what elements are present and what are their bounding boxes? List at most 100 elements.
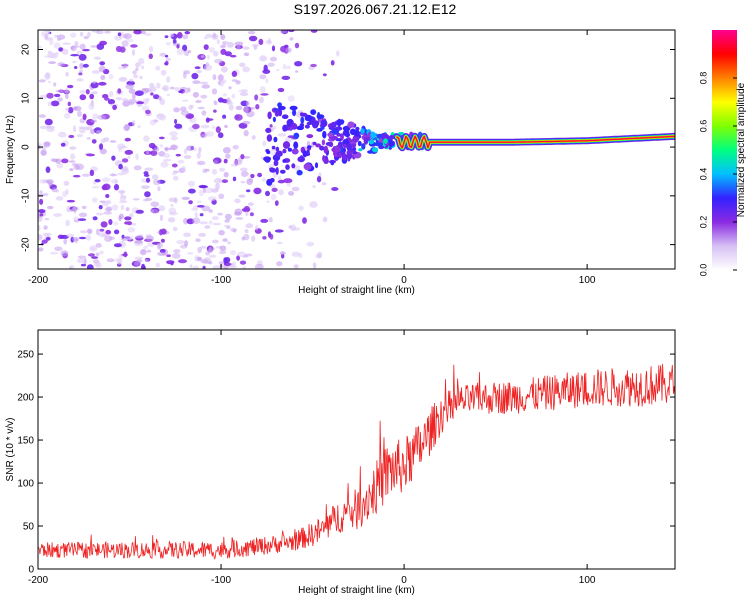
transition-blob xyxy=(304,114,313,122)
noise-blob xyxy=(130,44,138,48)
noise-blob xyxy=(225,153,231,159)
noise-blob xyxy=(160,69,167,76)
transition-blob xyxy=(304,124,310,129)
noise-blob xyxy=(234,41,244,47)
noise-blob xyxy=(132,70,137,75)
noise-blob xyxy=(92,113,99,120)
noise-blob xyxy=(112,104,117,110)
noise-blob xyxy=(66,233,75,238)
noise-blob xyxy=(260,218,269,223)
noise-blob xyxy=(199,185,209,189)
transition-blob xyxy=(310,109,317,115)
noise-blob xyxy=(79,63,84,69)
noise-blob xyxy=(92,81,97,84)
noise-blob xyxy=(39,125,49,130)
noise-blob xyxy=(119,46,126,53)
noise-blob xyxy=(281,253,285,259)
noise-blob xyxy=(51,187,58,193)
noise-blob xyxy=(76,78,84,82)
noise-blob xyxy=(90,119,97,123)
noise-blob xyxy=(148,53,153,60)
noise-blob xyxy=(109,140,117,143)
noise-blob xyxy=(196,205,205,208)
noise-blob xyxy=(76,134,84,138)
x-tick-label: -200 xyxy=(28,575,48,586)
transition-blob xyxy=(346,143,352,151)
noise-blob xyxy=(271,187,278,192)
noise-blob xyxy=(183,148,188,155)
noise-blob xyxy=(240,171,249,177)
noise-blob xyxy=(246,100,251,108)
noise-blob xyxy=(163,158,172,162)
noise-blob xyxy=(125,83,134,90)
noise-blob xyxy=(268,149,277,156)
noise-blob xyxy=(47,101,52,106)
noise-blob xyxy=(57,62,65,67)
noise-blob xyxy=(190,207,199,211)
noise-blob xyxy=(102,202,109,207)
noise-blob xyxy=(96,228,100,236)
noise-blob xyxy=(248,35,258,42)
y-tick-label: 10 xyxy=(21,92,32,104)
transition-blob xyxy=(342,129,350,137)
transition-blob xyxy=(329,122,337,129)
noise-blob xyxy=(192,123,200,130)
noise-blob xyxy=(156,82,161,89)
noise-blob xyxy=(46,92,54,99)
noise-blob xyxy=(291,148,299,155)
noise-blob xyxy=(239,92,249,96)
noise-blob xyxy=(217,132,224,139)
noise-blob xyxy=(220,66,228,73)
noise-blob xyxy=(70,54,80,57)
noise-blob xyxy=(318,172,322,178)
noise-blob xyxy=(86,228,92,234)
noise-blob xyxy=(163,147,173,151)
noise-blob xyxy=(61,158,69,164)
noise-blob xyxy=(234,114,243,121)
noise-blob xyxy=(177,159,185,164)
noise-blob xyxy=(205,168,210,172)
transition-blob xyxy=(357,140,362,147)
noise-blob xyxy=(69,265,75,269)
noise-blob xyxy=(196,200,202,204)
noise-blob xyxy=(244,229,249,234)
noise-blob xyxy=(160,228,167,235)
noise-blob xyxy=(279,251,286,255)
noise-blob xyxy=(234,198,241,204)
noise-blob xyxy=(187,180,196,187)
noise-blob xyxy=(77,110,82,118)
noise-blob xyxy=(46,125,52,129)
noise-blob xyxy=(54,246,63,252)
noise-blob xyxy=(167,217,176,223)
noise-blob xyxy=(89,93,95,100)
noise-blob xyxy=(246,189,251,193)
noise-blob xyxy=(208,220,213,225)
noise-blob xyxy=(155,65,161,71)
noise-blob xyxy=(213,160,218,165)
noise-blob xyxy=(102,233,106,237)
noise-blob xyxy=(281,75,291,80)
transition-blob xyxy=(300,112,308,117)
noise-blob xyxy=(60,250,69,257)
noise-blob xyxy=(262,140,267,147)
transition-blob xyxy=(287,147,292,152)
noise-blob xyxy=(302,217,307,224)
noise-blob xyxy=(105,194,110,198)
noise-blob xyxy=(61,48,69,55)
transition-blob xyxy=(349,128,357,136)
noise-blob xyxy=(201,84,211,89)
noise-blob xyxy=(227,241,231,245)
noise-blob xyxy=(212,239,219,244)
noise-blob xyxy=(139,75,143,80)
noise-blob xyxy=(232,144,239,150)
noise-blob xyxy=(39,213,44,217)
noise-blob xyxy=(135,153,139,160)
noise-blob xyxy=(218,167,226,172)
transition-blob xyxy=(280,169,286,174)
noise-blob xyxy=(266,200,270,203)
noise-blob xyxy=(170,144,179,150)
noise-blob xyxy=(51,158,59,163)
noise-blob xyxy=(82,63,89,68)
noise-blob xyxy=(64,112,71,119)
transition-blob xyxy=(269,167,277,173)
